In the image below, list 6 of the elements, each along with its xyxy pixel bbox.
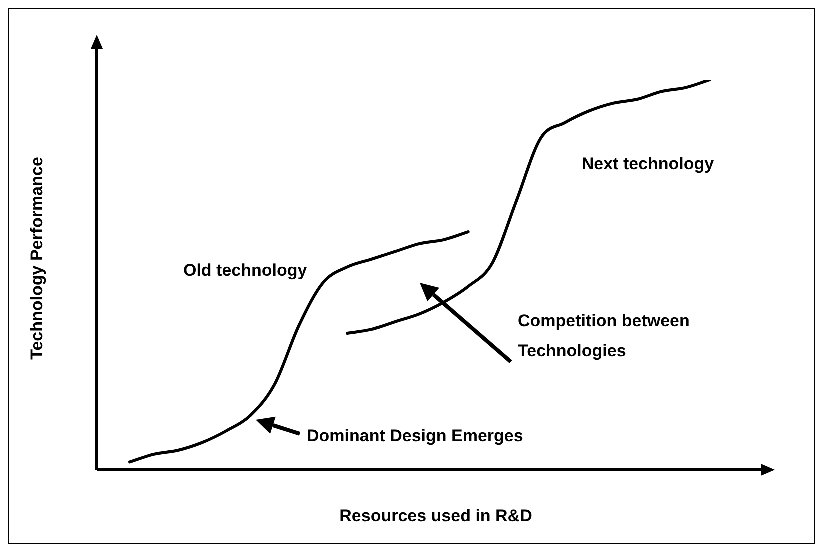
annotation: Competition between Technologies <box>518 312 690 361</box>
y-axis-title: Technology Performance <box>28 157 47 360</box>
x-axis-title: Resources used in R&D <box>340 506 532 526</box>
text: Next technology <box>582 154 715 174</box>
series-label: Old technology <box>183 260 308 280</box>
annotation: Dominant Design Emerges <box>307 426 524 446</box>
